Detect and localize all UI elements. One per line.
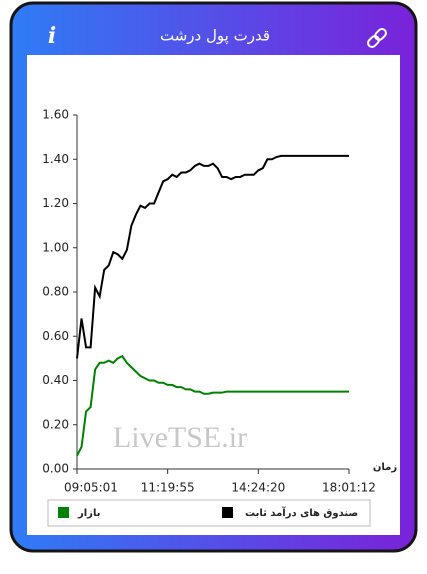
y-tick-label: 0.80 — [42, 285, 69, 299]
x-tick-label: 11:19:55 — [141, 481, 195, 495]
watermark: LiveTSE.ir — [113, 421, 247, 454]
legend — [47, 499, 371, 527]
x-tick-label: 18:01:12 — [322, 481, 376, 495]
chart-panel — [27, 55, 400, 535]
series-line — [76, 154, 349, 359]
legend-label: صندوق های درآمد ثابت — [245, 506, 358, 519]
y-tick-label: 0.40 — [42, 373, 69, 387]
x-tick-label: 09:05:01 — [64, 481, 118, 495]
y-tick-label: 1.60 — [42, 108, 69, 122]
legend-swatch — [58, 507, 69, 518]
link-icon[interactable] — [366, 27, 387, 48]
legend-swatch — [222, 507, 233, 518]
y-tick-label: 1.20 — [42, 196, 69, 210]
y-tick-label: 0.00 — [42, 462, 69, 476]
x-axis-label: زمان — [373, 462, 397, 473]
y-tick-label: 0.20 — [42, 417, 69, 431]
title: قدرت پول درشت — [160, 27, 270, 46]
legend-label: بازار — [77, 508, 100, 519]
series-line — [76, 354, 349, 457]
info-icon[interactable]: i — [48, 23, 56, 49]
y-tick-label: 0.60 — [42, 329, 69, 343]
y-tick-label: 1.40 — [42, 152, 69, 166]
x-tick-label: 14:24:20 — [231, 481, 285, 495]
y-tick-label: 1.00 — [42, 240, 69, 254]
